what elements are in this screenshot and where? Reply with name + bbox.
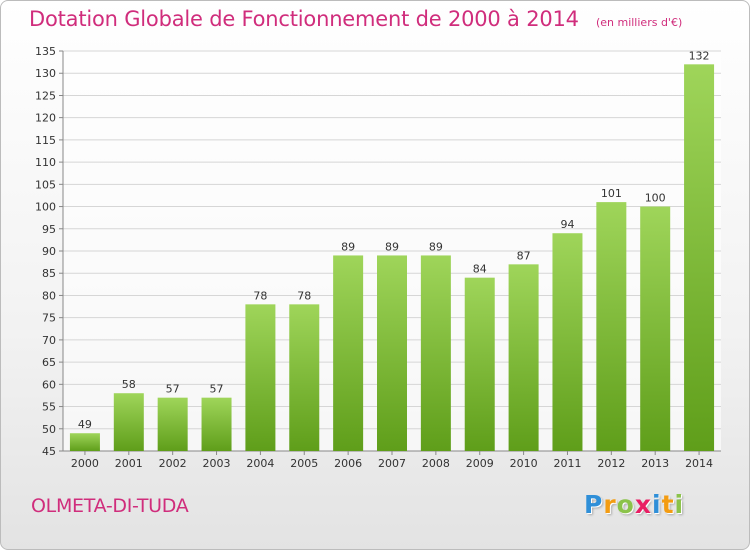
chart-header: Dotation Globale de Fonctionnement de 20… xyxy=(29,7,682,31)
y-tick-label: 85 xyxy=(42,267,56,280)
bar xyxy=(157,397,188,451)
y-tick-label: 70 xyxy=(42,334,56,347)
x-tick-label: 2008 xyxy=(422,457,450,470)
bar xyxy=(69,433,100,451)
logo-letter: i xyxy=(674,490,685,519)
y-tick-label: 115 xyxy=(35,134,56,147)
y-tick-label: 130 xyxy=(35,67,56,80)
bar xyxy=(420,255,451,451)
chart-subtitle: (en milliers d'€) xyxy=(595,16,683,29)
data-label: 87 xyxy=(517,249,531,262)
city-name: OLMETA-DI-TUDA xyxy=(31,495,189,517)
y-tick-label: 135 xyxy=(35,45,56,58)
bar xyxy=(508,264,539,451)
data-label: 101 xyxy=(601,187,622,200)
bar xyxy=(113,393,144,451)
data-label: 84 xyxy=(473,263,487,276)
y-tick-label: 80 xyxy=(42,289,56,302)
logo-letter: P xyxy=(584,490,604,519)
data-label: 89 xyxy=(341,240,355,253)
data-label: 78 xyxy=(297,289,311,302)
bar xyxy=(289,304,320,451)
y-tick-label: 55 xyxy=(42,401,56,414)
x-tick-label: 2005 xyxy=(290,457,318,470)
bar xyxy=(684,64,715,452)
x-tick-label: 2001 xyxy=(115,457,143,470)
y-tick-label: 95 xyxy=(42,223,56,236)
y-tick-label: 65 xyxy=(42,356,56,369)
data-label: 78 xyxy=(253,289,267,302)
logo-letter: o xyxy=(616,490,635,519)
bar xyxy=(464,277,495,451)
x-tick-label: 2010 xyxy=(510,457,538,470)
data-label: 49 xyxy=(78,418,92,431)
data-label: 132 xyxy=(689,49,710,62)
bar xyxy=(201,397,232,451)
data-label: 100 xyxy=(645,192,666,205)
bar xyxy=(596,202,627,451)
data-label: 89 xyxy=(429,240,443,253)
data-label: 58 xyxy=(122,378,136,391)
y-tick-label: 125 xyxy=(35,89,56,102)
y-tick-label: 60 xyxy=(42,378,56,391)
y-tick-label: 75 xyxy=(42,312,56,325)
logo-letter: i xyxy=(652,490,662,519)
data-label: 89 xyxy=(385,240,399,253)
data-label: 57 xyxy=(210,383,224,396)
x-tick-label: 2011 xyxy=(553,457,581,470)
y-tick-label: 105 xyxy=(35,178,56,191)
x-tick-label: 2003 xyxy=(203,457,231,470)
data-label: 94 xyxy=(560,218,574,231)
x-tick-label: 2012 xyxy=(597,457,625,470)
y-tick-label: 90 xyxy=(42,245,56,258)
x-tick-label: 2007 xyxy=(378,457,406,470)
x-tick-label: 2009 xyxy=(466,457,494,470)
bar xyxy=(640,206,671,451)
logo-letter: r xyxy=(603,490,617,519)
data-label: 57 xyxy=(166,383,180,396)
x-tick-label: 2000 xyxy=(71,457,99,470)
bar xyxy=(333,255,364,451)
logo-letter: x xyxy=(634,490,652,519)
x-tick-label: 2002 xyxy=(159,457,187,470)
proxiti-logo: Proxiti xyxy=(584,490,684,519)
logo-letter: t xyxy=(661,490,675,519)
y-tick-label: 45 xyxy=(42,445,56,458)
chart-title: Dotation Globale de Fonctionnement de 20… xyxy=(29,7,579,31)
x-tick-label: 2014 xyxy=(685,457,713,470)
y-tick-label: 120 xyxy=(35,112,56,125)
x-tick-label: 2004 xyxy=(246,457,274,470)
bar xyxy=(245,304,276,451)
bar xyxy=(552,233,583,451)
bar xyxy=(377,255,407,451)
x-tick-label: 2006 xyxy=(334,457,362,470)
y-tick-label: 100 xyxy=(35,201,56,214)
x-tick-label: 2013 xyxy=(641,457,669,470)
y-tick-label: 110 xyxy=(35,156,56,169)
y-tick-label: 50 xyxy=(42,423,56,436)
